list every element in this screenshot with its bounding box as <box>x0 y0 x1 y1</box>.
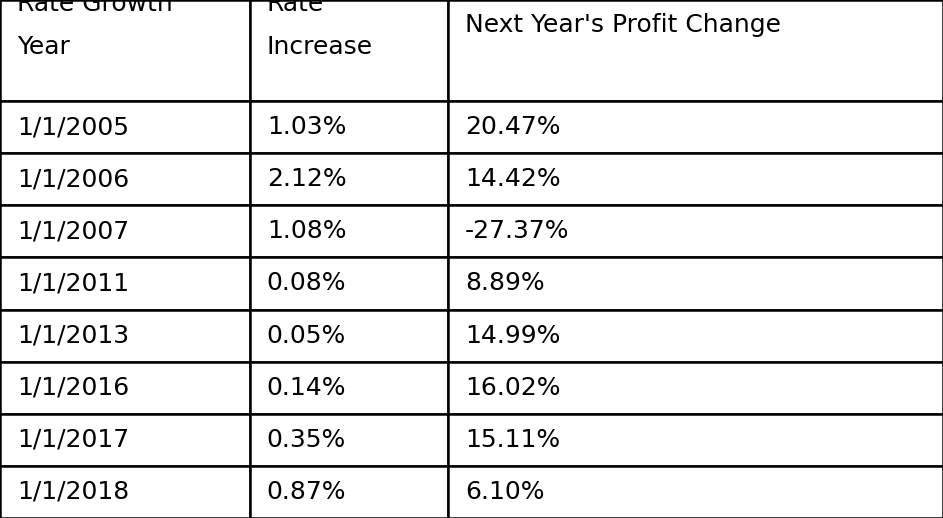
Bar <box>0 362 250 414</box>
Text: 1/1/2017: 1/1/2017 <box>17 428 129 452</box>
Bar <box>448 257 943 310</box>
Bar <box>448 101 943 153</box>
Text: 0.08%: 0.08% <box>267 271 346 295</box>
Bar <box>448 310 943 362</box>
Text: 1.03%: 1.03% <box>267 115 346 139</box>
Bar <box>448 466 943 518</box>
Text: 1.08%: 1.08% <box>267 219 346 243</box>
Text: 1/1/2006: 1/1/2006 <box>17 167 129 191</box>
Bar <box>250 257 448 310</box>
Text: -27.37%: -27.37% <box>465 219 570 243</box>
Bar <box>448 153 943 205</box>
Text: 20.47%: 20.47% <box>465 115 560 139</box>
Bar <box>250 101 448 153</box>
Text: 1/1/2013: 1/1/2013 <box>17 324 129 348</box>
Bar <box>448 0 943 101</box>
Bar <box>448 362 943 414</box>
Bar <box>250 466 448 518</box>
Bar <box>448 205 943 257</box>
Text: 0.14%: 0.14% <box>267 376 346 400</box>
Text: 1/1/2011: 1/1/2011 <box>17 271 129 295</box>
Bar <box>250 0 448 101</box>
Bar <box>0 414 250 466</box>
Text: 0.35%: 0.35% <box>267 428 346 452</box>
Bar <box>448 414 943 466</box>
Text: 1/1/2016: 1/1/2016 <box>17 376 129 400</box>
Text: 15.11%: 15.11% <box>465 428 560 452</box>
Text: 2.12%: 2.12% <box>267 167 346 191</box>
Bar <box>0 205 250 257</box>
Bar <box>250 153 448 205</box>
Text: 8.89%: 8.89% <box>465 271 544 295</box>
Bar <box>250 205 448 257</box>
Bar <box>0 101 250 153</box>
Text: 0.05%: 0.05% <box>267 324 346 348</box>
Text: Rate Growth
Year: Rate Growth Year <box>17 0 173 59</box>
Bar <box>0 310 250 362</box>
Text: 14.99%: 14.99% <box>465 324 560 348</box>
Bar <box>0 257 250 310</box>
Bar <box>250 414 448 466</box>
Text: 14.42%: 14.42% <box>465 167 560 191</box>
Text: 1/1/2007: 1/1/2007 <box>17 219 129 243</box>
Text: 1/1/2018: 1/1/2018 <box>17 480 129 504</box>
Bar <box>250 362 448 414</box>
Bar <box>0 153 250 205</box>
Bar <box>250 310 448 362</box>
Bar <box>0 0 250 101</box>
Text: Next Year's Profit Change: Next Year's Profit Change <box>465 13 781 37</box>
Text: 1/1/2005: 1/1/2005 <box>17 115 129 139</box>
Text: 6.10%: 6.10% <box>465 480 544 504</box>
Text: 16.02%: 16.02% <box>465 376 560 400</box>
Text: 0.87%: 0.87% <box>267 480 346 504</box>
Text: Rate
Increase: Rate Increase <box>267 0 373 59</box>
Bar <box>0 466 250 518</box>
